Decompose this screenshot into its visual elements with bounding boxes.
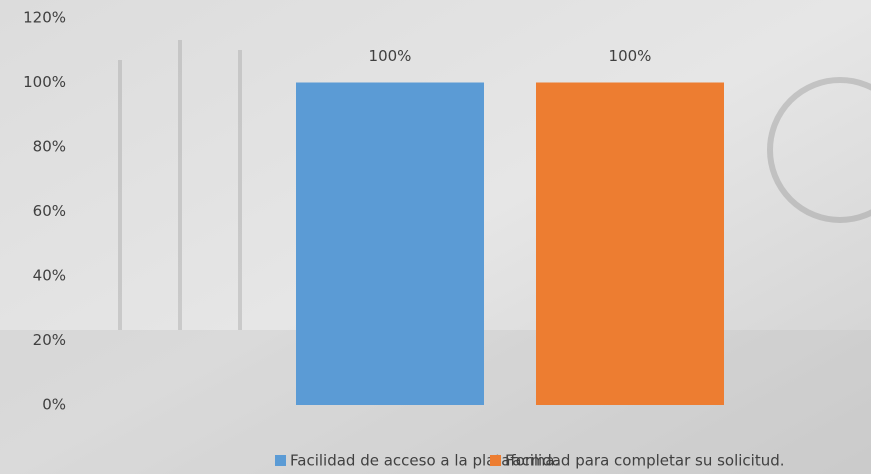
- bar: [536, 83, 724, 406]
- y-tick-label: 40%: [33, 267, 66, 285]
- chart: 0% 20% 40% 60% 80% 100% 120% 100% 100% Facilidad …: [0, 0, 871, 474]
- y-tick-label: 80%: [33, 138, 66, 156]
- data-label: 100%: [369, 47, 412, 65]
- y-tick-label: 0%: [42, 396, 66, 414]
- y-tick-label: 120%: [23, 9, 66, 27]
- y-tick-label: 60%: [33, 202, 66, 220]
- legend-swatch: [275, 455, 286, 466]
- legend-swatch: [490, 455, 501, 466]
- data-label: 100%: [609, 47, 652, 65]
- bar: [296, 83, 484, 406]
- legend-label: Facilidad para completar su solicitud.: [505, 452, 785, 470]
- y-tick-label: 20%: [33, 331, 66, 349]
- y-tick-label: 100%: [23, 73, 66, 91]
